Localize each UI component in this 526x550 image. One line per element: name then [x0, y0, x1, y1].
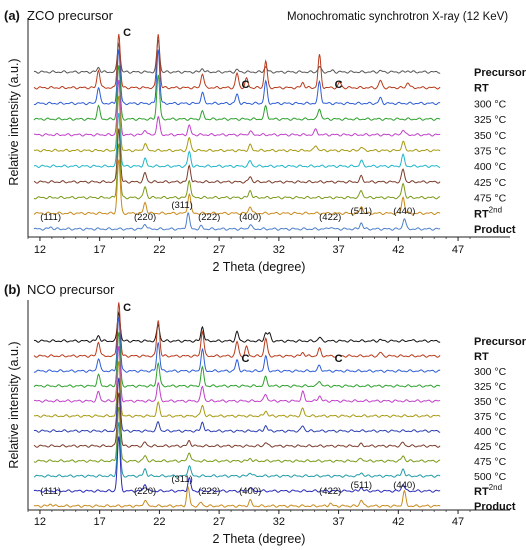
- peak-index-label: (422): [319, 212, 341, 223]
- x-tick-label: 27: [213, 244, 225, 256]
- x-tick-label: 17: [94, 244, 106, 256]
- peak-index-label: (220): [134, 212, 156, 223]
- panel-label: (a): [4, 8, 20, 23]
- series-line: [33, 422, 441, 478]
- x-tick-label: 12: [34, 244, 46, 256]
- series-line: [33, 377, 441, 433]
- series-label: 475 °C: [474, 456, 507, 468]
- x-tick-label: 32: [273, 516, 285, 528]
- series-label: 425 °C: [474, 441, 507, 453]
- series-label: RT2nd: [474, 483, 502, 498]
- x-tick-label: 47: [452, 244, 464, 256]
- series-label: 350 °C: [474, 130, 507, 142]
- x-tick-label: 37: [332, 244, 344, 256]
- series-line: [33, 332, 441, 388]
- peak-index-label: (220): [134, 486, 156, 497]
- series-line: [33, 211, 441, 231]
- x-tick-label: 22: [153, 244, 165, 256]
- x-tick-label: 12: [34, 516, 46, 528]
- series-line: [33, 49, 441, 106]
- panel-b: (b) NCO precursor 12 17 22 27 32 37 42 47 2 Theta …: [4, 282, 526, 546]
- series-label: RT: [474, 351, 489, 363]
- x-tick-label: 37: [332, 516, 344, 528]
- c-marker-label: C: [123, 302, 131, 314]
- series-line: [33, 128, 441, 184]
- series-label: RT2nd: [474, 205, 502, 220]
- series-line: [33, 79, 441, 137]
- c-marker-label: C: [241, 353, 249, 365]
- series-label: 400 °C: [474, 426, 507, 438]
- series-label-superscript: 2nd: [489, 205, 502, 214]
- peak-index-label: (511): [351, 480, 372, 491]
- series-line: [33, 392, 441, 448]
- peak-index-label: (311): [171, 200, 192, 211]
- panel-subtitle: Monochromatic synchrotron X-ray (12 KeV): [287, 11, 508, 23]
- series-label: 325 °C: [474, 381, 507, 393]
- peak-index-label: (422): [319, 486, 341, 497]
- x-tick-label: 22: [153, 516, 165, 528]
- series-line: [33, 311, 441, 343]
- peak-index-label: (222): [198, 486, 220, 497]
- series-line: [33, 39, 441, 74]
- x-tick-label: 42: [392, 244, 404, 256]
- c-marker-label: C: [123, 27, 131, 39]
- series-line: [33, 302, 441, 358]
- series-label: 400 °C: [474, 161, 507, 173]
- panel-a: (a) ZCO precursor Monochromatic synchrotro…: [4, 8, 526, 274]
- panel-label: (b): [4, 282, 21, 297]
- peak-index-label: (111): [40, 212, 61, 223]
- x-tick-label: 47: [452, 516, 464, 528]
- series-line: [33, 143, 441, 200]
- x-tick-label: 32: [273, 244, 285, 256]
- series-line: [33, 346, 441, 403]
- series-label: Product: [474, 501, 516, 513]
- series-label: Product: [474, 224, 516, 236]
- series-label: 475 °C: [474, 193, 507, 205]
- series-line: [33, 34, 441, 90]
- peak-index-label: (311): [171, 474, 192, 485]
- peak-index-label: (400): [239, 212, 261, 223]
- series-line: [33, 159, 441, 216]
- series-label: 375 °C: [474, 411, 507, 423]
- y-axis-label: Relative intensity (a.u.): [7, 58, 21, 185]
- series-label: 300 °C: [474, 366, 507, 378]
- peak-index-label: (400): [239, 486, 261, 497]
- series-label: 375 °C: [474, 146, 507, 158]
- x-tick-label: 17: [94, 516, 106, 528]
- y-axis-label: Relative intensity (a.u.): [7, 341, 21, 468]
- series-line: [33, 112, 441, 168]
- series-line: [33, 436, 441, 493]
- x-tick-label: 27: [213, 516, 225, 528]
- series-label: RT: [474, 83, 489, 95]
- x-tick-label: 42: [392, 516, 404, 528]
- peak-index-label: (440): [393, 480, 415, 491]
- series-line: [33, 406, 441, 463]
- series-label-superscript: 2nd: [489, 483, 502, 492]
- series-label: 325 °C: [474, 114, 507, 126]
- peak-index-label: (222): [198, 212, 220, 223]
- x-axis-label: 2 Theta (degree): [213, 260, 306, 274]
- series-line: [33, 316, 441, 373]
- c-marker-label: C: [335, 79, 343, 91]
- series-label: 425 °C: [474, 177, 507, 189]
- series-label: 300 °C: [474, 98, 507, 110]
- series-label: Precursor: [474, 67, 526, 79]
- peak-index-label: (440): [393, 206, 415, 217]
- series-line: [33, 361, 441, 418]
- c-marker-label: C: [241, 79, 249, 91]
- series-line: [33, 95, 441, 153]
- series-line: [33, 485, 441, 508]
- series-line: [33, 65, 441, 121]
- panel-title: ZCO precursor: [27, 8, 114, 23]
- series-label: 500 °C: [474, 471, 507, 483]
- peak-index-label: (511): [351, 206, 372, 217]
- c-marker-label: C: [335, 353, 343, 365]
- series-label: 350 °C: [474, 396, 507, 408]
- panel-title: NCO precursor: [27, 282, 115, 297]
- series-label: Precursor: [474, 336, 526, 348]
- x-axis-label: 2 Theta (degree): [213, 532, 306, 546]
- peak-index-label: (111): [40, 486, 61, 497]
